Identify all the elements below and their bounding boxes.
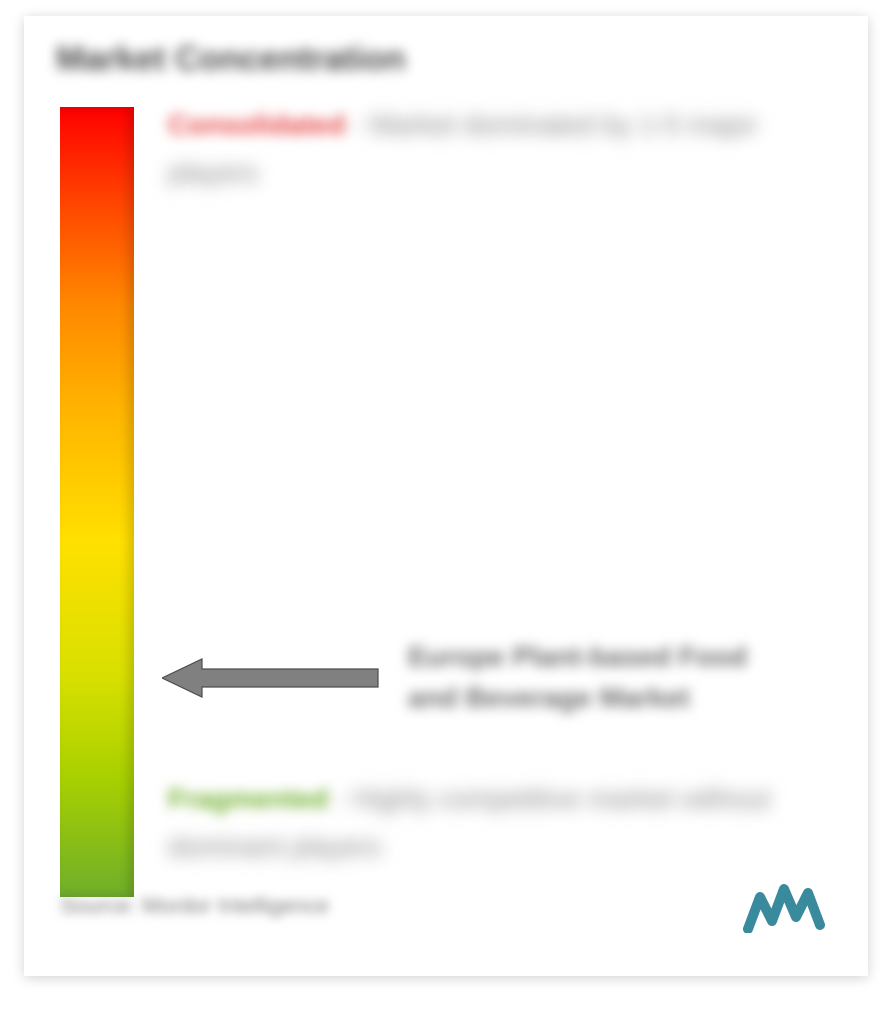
brand-logo-icon [742,879,832,933]
infographic-card: Market Concentration Consolidated - Mark… [24,16,868,976]
fragmented-description: Fragmented - Highly competitive market w… [168,775,828,870]
consolidated-description: Consolidated - Market dominated by 1-5 m… [168,101,828,196]
page-title: Market Concentration [56,40,836,79]
card-footer: Source: Mordor Intelligence [60,879,832,933]
concentration-gradient-bar [60,107,134,897]
source-text: Source: Mordor Intelligence [60,893,329,919]
market-name-label: Europe Plant-based Food and Beverage Mar… [408,637,748,718]
market-indicator: Europe Plant-based Food and Beverage Mar… [162,637,748,718]
fragmented-label: Fragmented [168,775,328,823]
consolidated-label: Consolidated [168,101,345,149]
arrow-left-icon [162,655,382,701]
infographic-body: Consolidated - Market dominated by 1-5 m… [56,107,836,927]
